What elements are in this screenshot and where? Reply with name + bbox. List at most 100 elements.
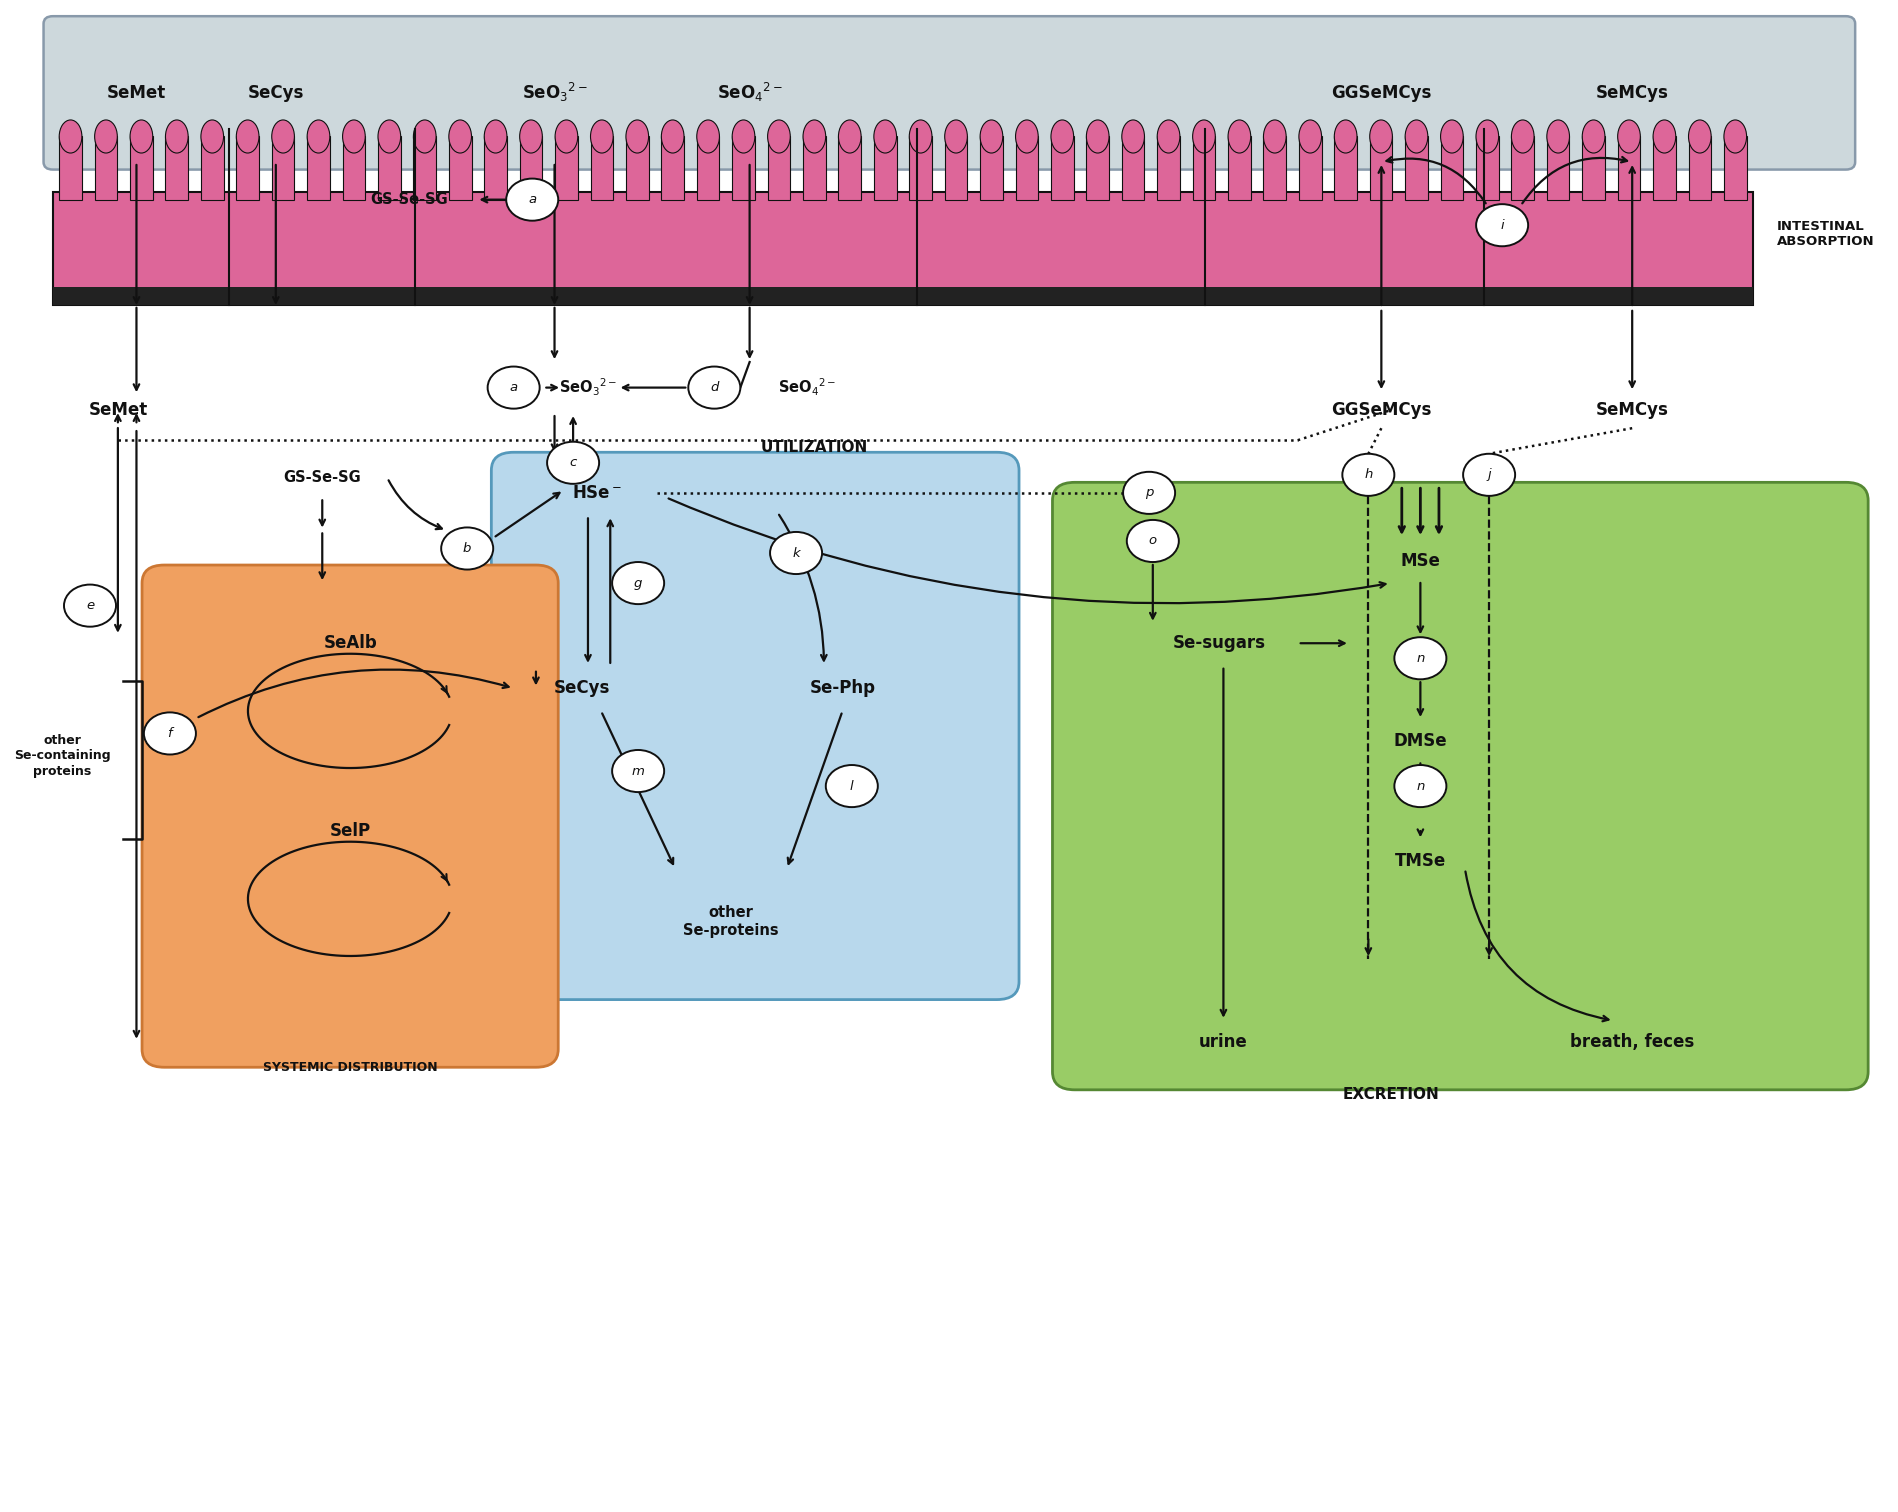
Text: Se-Php: Se-Php	[809, 679, 875, 697]
Bar	[839, 136, 860, 200]
Ellipse shape	[165, 119, 188, 153]
Bar	[767, 136, 790, 200]
Bar	[1368, 136, 1391, 200]
Text: DMSe: DMSe	[1393, 732, 1446, 750]
Text: Se-sugars: Se-sugars	[1173, 634, 1266, 652]
Text: SeMet: SeMet	[87, 401, 148, 419]
Text: SelP: SelP	[330, 823, 370, 841]
Ellipse shape	[1086, 119, 1108, 153]
Text: other
Se-containing
proteins: other Se-containing proteins	[13, 735, 110, 777]
Text: SYSTEMIC DISTRIBUTION: SYSTEMIC DISTRIBUTION	[262, 1061, 437, 1074]
Bar	[1547, 136, 1568, 200]
Bar	[1156, 136, 1179, 200]
Ellipse shape	[378, 119, 400, 153]
Text: h: h	[1363, 469, 1372, 481]
Text: GS-Se-SG: GS-Se-SG	[370, 192, 448, 207]
Bar	[1475, 136, 1498, 200]
Ellipse shape	[201, 119, 224, 153]
FancyBboxPatch shape	[44, 17, 1854, 169]
Circle shape	[144, 712, 195, 754]
Circle shape	[547, 442, 598, 484]
Ellipse shape	[1441, 119, 1463, 153]
Ellipse shape	[484, 119, 507, 153]
Ellipse shape	[1368, 119, 1391, 153]
Bar	[979, 136, 1002, 200]
Bar	[1723, 136, 1746, 200]
Ellipse shape	[129, 119, 152, 153]
Bar	[307, 136, 330, 200]
Text: j: j	[1486, 469, 1490, 481]
Ellipse shape	[1723, 119, 1746, 153]
Circle shape	[1461, 454, 1515, 496]
Bar	[59, 136, 82, 200]
Ellipse shape	[59, 119, 82, 153]
Text: SeCys: SeCys	[554, 679, 611, 697]
Text: e: e	[85, 599, 95, 612]
Text: EXCRETION: EXCRETION	[1342, 1087, 1439, 1102]
Bar	[520, 136, 543, 200]
Bar	[201, 136, 224, 200]
Ellipse shape	[235, 119, 258, 153]
Text: a: a	[528, 194, 535, 206]
Bar	[1192, 136, 1215, 200]
Text: d: d	[710, 381, 717, 395]
Ellipse shape	[626, 119, 649, 153]
Bar	[661, 136, 683, 200]
Bar	[235, 136, 258, 200]
Circle shape	[507, 178, 558, 221]
Bar	[873, 136, 896, 200]
Ellipse shape	[271, 119, 294, 153]
Text: SeMCys: SeMCys	[1594, 83, 1668, 101]
Text: other
Se-proteins: other Se-proteins	[683, 906, 778, 937]
Ellipse shape	[590, 119, 613, 153]
Text: l: l	[850, 780, 854, 792]
Ellipse shape	[520, 119, 543, 153]
Ellipse shape	[342, 119, 364, 153]
Circle shape	[1393, 765, 1446, 807]
Text: SeMet: SeMet	[106, 83, 165, 101]
Ellipse shape	[1192, 119, 1215, 153]
Bar	[1581, 136, 1604, 200]
Ellipse shape	[1050, 119, 1072, 153]
Text: SeO$_4$$^{2-}$: SeO$_4$$^{2-}$	[778, 376, 835, 398]
Ellipse shape	[1262, 119, 1285, 153]
Text: n: n	[1416, 780, 1424, 792]
FancyBboxPatch shape	[1051, 482, 1868, 1090]
Circle shape	[611, 562, 664, 605]
Bar	[943, 136, 966, 200]
Text: o: o	[1148, 534, 1156, 547]
Bar	[129, 136, 152, 200]
Text: k: k	[791, 546, 799, 559]
Ellipse shape	[733, 119, 755, 153]
Bar	[909, 136, 932, 200]
Text: UTILIZATION: UTILIZATION	[761, 440, 867, 455]
Text: SeO$_3$$^{2-}$: SeO$_3$$^{2-}$	[558, 376, 617, 398]
Circle shape	[826, 765, 877, 807]
Text: TMSe: TMSe	[1393, 853, 1444, 871]
Text: MSe: MSe	[1399, 552, 1439, 570]
Bar	[733, 136, 755, 200]
Circle shape	[65, 585, 116, 626]
Text: m: m	[632, 765, 643, 777]
Text: p: p	[1144, 487, 1152, 499]
Text: SeCys: SeCys	[247, 83, 304, 101]
Bar	[1298, 136, 1321, 200]
Text: f: f	[167, 727, 173, 739]
Bar	[271, 136, 294, 200]
Ellipse shape	[979, 119, 1002, 153]
Bar	[803, 136, 826, 200]
Bar	[1086, 136, 1108, 200]
Ellipse shape	[909, 119, 932, 153]
Ellipse shape	[1298, 119, 1321, 153]
Text: g: g	[634, 576, 642, 590]
Circle shape	[488, 366, 539, 408]
Bar	[414, 136, 437, 200]
Text: a: a	[509, 381, 518, 395]
Bar	[1015, 136, 1038, 200]
Bar	[484, 136, 507, 200]
Bar	[1687, 136, 1710, 200]
Bar	[1050, 136, 1072, 200]
Text: breath, feces: breath, feces	[1570, 1033, 1693, 1051]
Circle shape	[1126, 520, 1179, 562]
Bar	[342, 136, 364, 200]
